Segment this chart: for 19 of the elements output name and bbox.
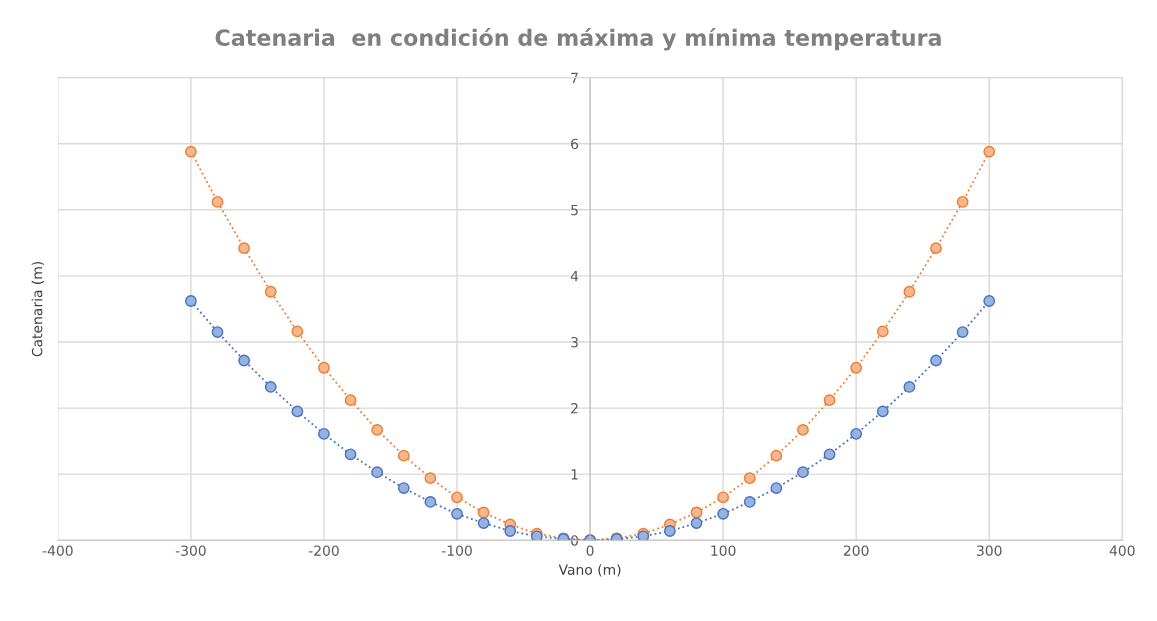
x-tick-label: 100 [711, 545, 736, 556]
x-tick-label: -300 [175, 545, 206, 556]
x-tick-label: -200 [308, 545, 339, 556]
y-tick-label: 4 [570, 271, 579, 282]
y-tick-label: 3 [571, 336, 578, 348]
y-tick-label: 5 [571, 204, 578, 216]
x-tick-label: -100 [441, 545, 472, 556]
x-axis-title: Vano (m) [558, 564, 621, 577]
x-tick-label: 300 [977, 545, 1002, 556]
x-tick-label: 400 [1109, 545, 1135, 556]
x-tick-label: -400 [42, 545, 73, 556]
y-tick-label: 6 [571, 138, 579, 150]
y-axis-title: Catenaria (m) [31, 261, 45, 357]
y-tick-label: 0 [571, 535, 579, 546]
x-tick-label: 200 [843, 545, 869, 556]
chart-title: Catenaria en condición de máxima y mínima temperatura [215, 27, 941, 51]
y-tick-label: 1 [571, 469, 578, 480]
x-tick-label: 0 [586, 545, 594, 556]
y-tick-label: 2 [571, 403, 578, 414]
